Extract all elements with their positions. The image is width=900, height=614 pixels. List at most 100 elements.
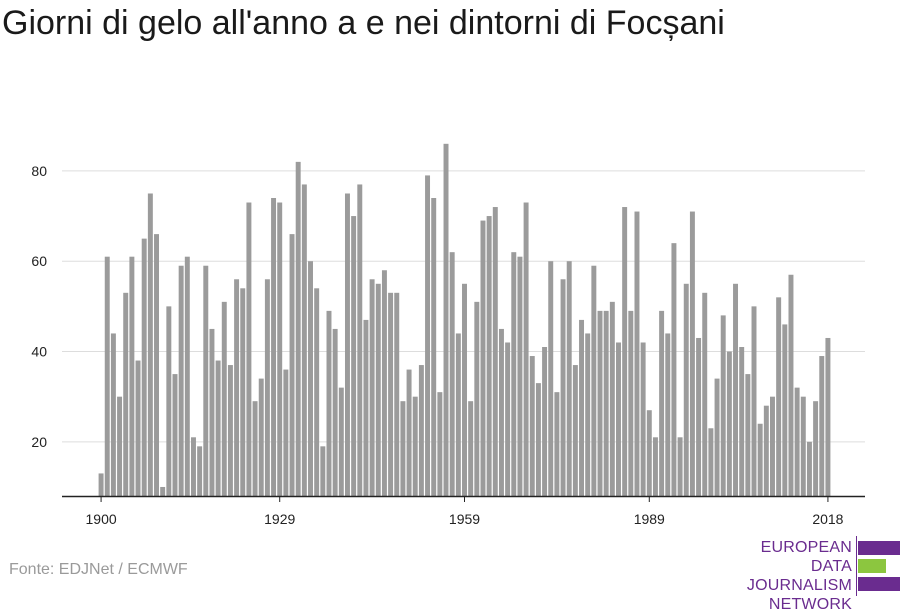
bar — [794, 387, 800, 496]
bar — [369, 279, 375, 496]
bar-chart: 1900 1929 1959 1989 2018 20 40 60 80 — [31, 143, 865, 527]
bar — [394, 292, 400, 496]
bar — [788, 274, 794, 496]
bar — [209, 328, 215, 496]
bar — [806, 441, 812, 496]
bar — [363, 319, 369, 496]
bar — [166, 306, 172, 496]
bar — [110, 333, 116, 496]
edjnet-logo[interactable]: EUROPEAN DATA JOURNALISM NETWORK — [706, 536, 900, 613]
bar — [498, 328, 504, 496]
bar — [418, 365, 424, 496]
bar — [283, 369, 289, 496]
bar — [123, 292, 129, 496]
bar — [825, 337, 831, 496]
bar — [622, 207, 628, 497]
bar — [689, 211, 695, 497]
bar — [264, 279, 270, 496]
bar — [320, 446, 326, 496]
logo-text: EUROPEAN DATA JOURNALISM NETWORK — [706, 538, 852, 614]
bar — [240, 288, 246, 496]
bar — [677, 437, 683, 496]
logo-bar-middle — [858, 559, 886, 573]
bar — [295, 161, 301, 496]
y-tick-label: 40 — [31, 344, 47, 360]
x-tick-label: 1900 — [86, 511, 117, 527]
bar — [104, 256, 110, 496]
bar — [579, 319, 585, 496]
bar — [351, 216, 357, 496]
bar — [572, 365, 578, 496]
bar — [591, 265, 597, 496]
bar — [609, 301, 615, 496]
bar — [400, 401, 406, 496]
bar — [129, 256, 135, 496]
bar — [117, 396, 123, 496]
bar — [344, 193, 350, 496]
bar — [683, 283, 689, 496]
bar — [332, 328, 338, 496]
bar — [813, 401, 819, 496]
bar — [178, 265, 184, 496]
bar — [646, 410, 652, 496]
chart-title: Giorni di gelo all'anno a e nei dintorni… — [2, 4, 725, 42]
bar — [227, 365, 233, 496]
bar — [566, 261, 572, 496]
bar — [160, 486, 166, 496]
bar — [258, 378, 264, 496]
bar — [357, 184, 363, 496]
x-tick-label: 1989 — [634, 511, 665, 527]
bar — [462, 283, 467, 496]
bar — [776, 297, 782, 496]
bar — [277, 202, 283, 496]
bar — [548, 261, 554, 496]
x-tick-label: 1929 — [264, 511, 295, 527]
bar — [474, 301, 480, 496]
logo-line-2: DATA JOURNALISM — [746, 558, 852, 594]
logo-line-3: NETWORK — [768, 596, 852, 613]
bar — [523, 202, 529, 496]
bar — [147, 193, 153, 496]
bar — [190, 437, 196, 496]
bar — [443, 143, 449, 496]
bar — [197, 446, 203, 496]
bar — [800, 396, 806, 496]
bar — [529, 356, 535, 496]
bar — [425, 175, 431, 497]
bar — [517, 256, 523, 496]
bar — [141, 238, 147, 497]
logo-rule — [856, 536, 857, 596]
y-tick-label: 80 — [31, 163, 47, 179]
bar — [412, 396, 418, 496]
bar — [505, 342, 511, 496]
bar — [480, 220, 486, 496]
bar — [585, 333, 591, 496]
x-tick-label: 1959 — [449, 511, 480, 527]
y-tick-label: 60 — [31, 253, 47, 269]
bar — [381, 270, 387, 496]
bar — [406, 369, 412, 496]
bar — [597, 310, 603, 496]
bar — [628, 310, 634, 496]
bar — [221, 301, 227, 496]
bar — [733, 283, 739, 496]
bar — [246, 202, 252, 496]
bar — [634, 211, 640, 497]
bar — [739, 346, 745, 496]
bar — [252, 401, 258, 496]
y-tick-label: 20 — [31, 434, 47, 450]
bar — [603, 310, 609, 496]
bar — [271, 197, 277, 496]
bar — [301, 184, 307, 496]
bar — [665, 333, 671, 496]
bar — [486, 216, 492, 496]
bar — [98, 473, 104, 496]
bar — [696, 337, 702, 496]
bar — [720, 315, 726, 496]
bar — [616, 342, 621, 496]
bar — [154, 234, 159, 496]
bar — [659, 310, 665, 496]
bar — [203, 265, 209, 496]
x-axis-ticks: 1900 1929 1959 1989 2018 — [86, 496, 844, 527]
logo-bar-bottom — [858, 577, 900, 591]
